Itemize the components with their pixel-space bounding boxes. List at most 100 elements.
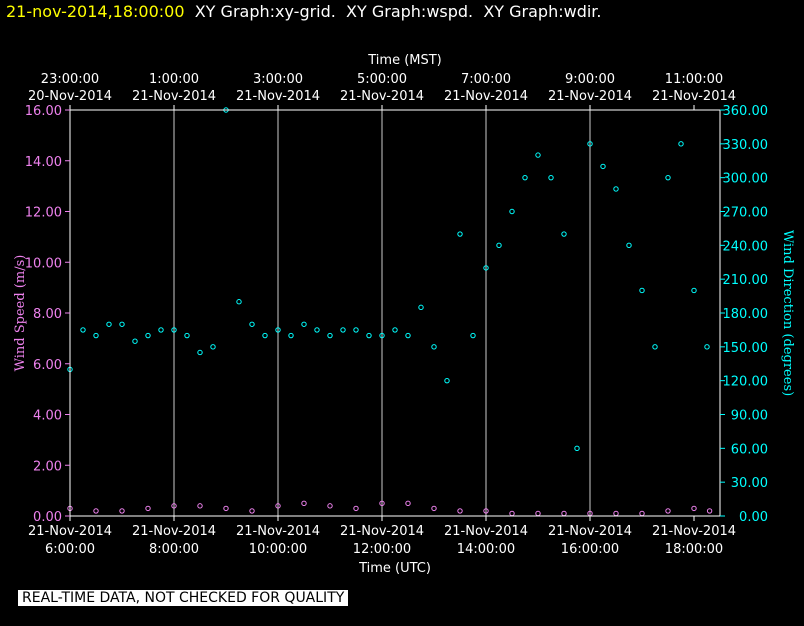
wdir-point bbox=[340, 327, 346, 333]
axes: 21-Nov-2014 6:00:00 23:00:00 20-Nov-2014 21-… bbox=[25, 72, 768, 557]
quality-notice: REAL-TIME DATA, NOT CHECKED FOR QUALITY bbox=[18, 590, 349, 606]
wdir-point bbox=[431, 344, 437, 350]
left-tick-label: 12.00 bbox=[25, 206, 62, 221]
wspd-point bbox=[93, 508, 99, 514]
wdir-point bbox=[80, 327, 86, 333]
graph-title-wspd: XY Graph:wspd. bbox=[346, 2, 474, 21]
top-tick-time: 1:00:00 bbox=[149, 72, 199, 87]
wspd-point bbox=[613, 510, 619, 517]
wdir-point bbox=[574, 445, 580, 452]
wdir-point bbox=[483, 265, 489, 271]
wdir-point bbox=[535, 152, 541, 158]
bottom-tick-date: 21-Nov-2014 bbox=[652, 524, 736, 539]
wdir-point bbox=[548, 174, 554, 181]
wspd-point bbox=[223, 505, 229, 512]
wdir-point bbox=[301, 321, 307, 327]
graph-title-xy-grid: XY Graph:xy-grid. bbox=[194, 2, 336, 21]
wspd-point bbox=[535, 510, 541, 517]
wspd-point bbox=[639, 510, 645, 517]
wspd-point bbox=[353, 505, 359, 512]
wspd-point bbox=[145, 505, 151, 512]
bottom-tick-date: 21-Nov-2014 bbox=[548, 524, 632, 539]
bottom-tick-date: 21-Nov-2014 bbox=[340, 524, 424, 539]
wdir-point bbox=[704, 344, 710, 350]
wspd-point bbox=[483, 508, 489, 514]
wdir-point bbox=[353, 327, 359, 333]
left-tick-label: 8.00 bbox=[33, 307, 62, 322]
left-tick-label: 10.00 bbox=[25, 256, 62, 271]
wspd-point bbox=[691, 505, 697, 512]
wspd-point bbox=[431, 505, 437, 512]
wdir-point bbox=[327, 332, 333, 339]
wdir-point bbox=[210, 344, 216, 350]
wdir-series bbox=[67, 107, 710, 452]
left-tick-label: 4.00 bbox=[33, 409, 62, 424]
bottom-tick-time: 16:00:00 bbox=[561, 542, 619, 557]
wdir-point bbox=[470, 332, 476, 339]
wdir-point bbox=[561, 231, 567, 237]
wdir-point bbox=[379, 332, 385, 339]
wspd-point bbox=[665, 508, 671, 514]
right-tick-label: 90.00 bbox=[731, 409, 768, 424]
wdir-point bbox=[314, 327, 320, 333]
top-tick-time: 23:00:00 bbox=[41, 72, 99, 87]
bottom-tick-time: 8:00:00 bbox=[149, 542, 199, 557]
wspd-point bbox=[249, 508, 255, 514]
right-tick-label: 300.00 bbox=[723, 172, 769, 187]
wdir-point bbox=[444, 377, 450, 384]
right-tick-label: 360.00 bbox=[723, 104, 769, 119]
top-tick-date: 20-Nov-2014 bbox=[28, 89, 112, 104]
top-axis-title: Time (MST) bbox=[367, 53, 442, 68]
graph-title-wdir: XY Graph:wdir. bbox=[483, 2, 602, 21]
wdir-point bbox=[275, 327, 281, 333]
top-tick-time: 11:00:00 bbox=[665, 72, 723, 87]
top-tick-date: 21-Nov-2014 bbox=[444, 89, 528, 104]
bottom-tick-time: 10:00:00 bbox=[249, 542, 307, 557]
wdir-point bbox=[93, 332, 99, 339]
wdir-point bbox=[392, 327, 398, 333]
wdir-point bbox=[366, 332, 372, 339]
wdir-point bbox=[639, 287, 645, 294]
wdir-point bbox=[457, 231, 463, 237]
wspd-point bbox=[119, 508, 125, 514]
wdir-point bbox=[288, 332, 294, 339]
wspd-point bbox=[327, 503, 333, 509]
bottom-tick-time: 6:00:00 bbox=[45, 542, 95, 557]
wspd-point bbox=[171, 503, 177, 509]
top-tick-date: 21-Nov-2014 bbox=[652, 89, 736, 104]
wdir-point bbox=[132, 338, 138, 344]
bottom-tick-date: 21-Nov-2014 bbox=[28, 524, 112, 539]
bottom-tick-time: 14:00:00 bbox=[457, 542, 515, 557]
wspd-point bbox=[379, 500, 385, 507]
right-axis-title: Wind Direction (degrees) bbox=[780, 230, 795, 396]
right-tick-label: 60.00 bbox=[731, 442, 768, 457]
wdir-point bbox=[197, 349, 203, 356]
wspd-series bbox=[67, 500, 713, 517]
grid-layer bbox=[173, 110, 591, 516]
wdir-point bbox=[613, 186, 619, 192]
wdir-point bbox=[522, 174, 528, 181]
top-tick-time: 7:00:00 bbox=[461, 72, 511, 87]
top-tick-date: 21-Nov-2014 bbox=[236, 89, 320, 104]
wspd-point bbox=[197, 503, 203, 509]
right-tick-label: 0.00 bbox=[739, 510, 768, 525]
right-tick-label: 210.00 bbox=[723, 273, 769, 288]
left-tick-label: 16.00 bbox=[25, 104, 62, 119]
graph-header: 21-nov-2014,18:00:00 XY Graph:xy-grid. X… bbox=[6, 2, 601, 21]
wdir-point bbox=[262, 332, 268, 339]
bottom-tick-time: 18:00:00 bbox=[665, 542, 723, 557]
wdir-point bbox=[405, 332, 411, 339]
wdir-point bbox=[587, 141, 593, 147]
wspd-point bbox=[275, 503, 281, 509]
top-tick-time: 5:00:00 bbox=[357, 72, 407, 87]
wdir-point bbox=[158, 327, 164, 333]
wdir-point bbox=[626, 242, 632, 249]
bottom-axis-title: Time (UTC) bbox=[358, 561, 431, 576]
wdir-point bbox=[652, 344, 658, 350]
right-tick-label: 120.00 bbox=[723, 375, 769, 390]
top-tick-time: 3:00:00 bbox=[253, 72, 303, 87]
left-tick-label: 6.00 bbox=[33, 358, 62, 373]
wdir-point bbox=[678, 141, 684, 147]
wspd-point bbox=[706, 508, 713, 514]
